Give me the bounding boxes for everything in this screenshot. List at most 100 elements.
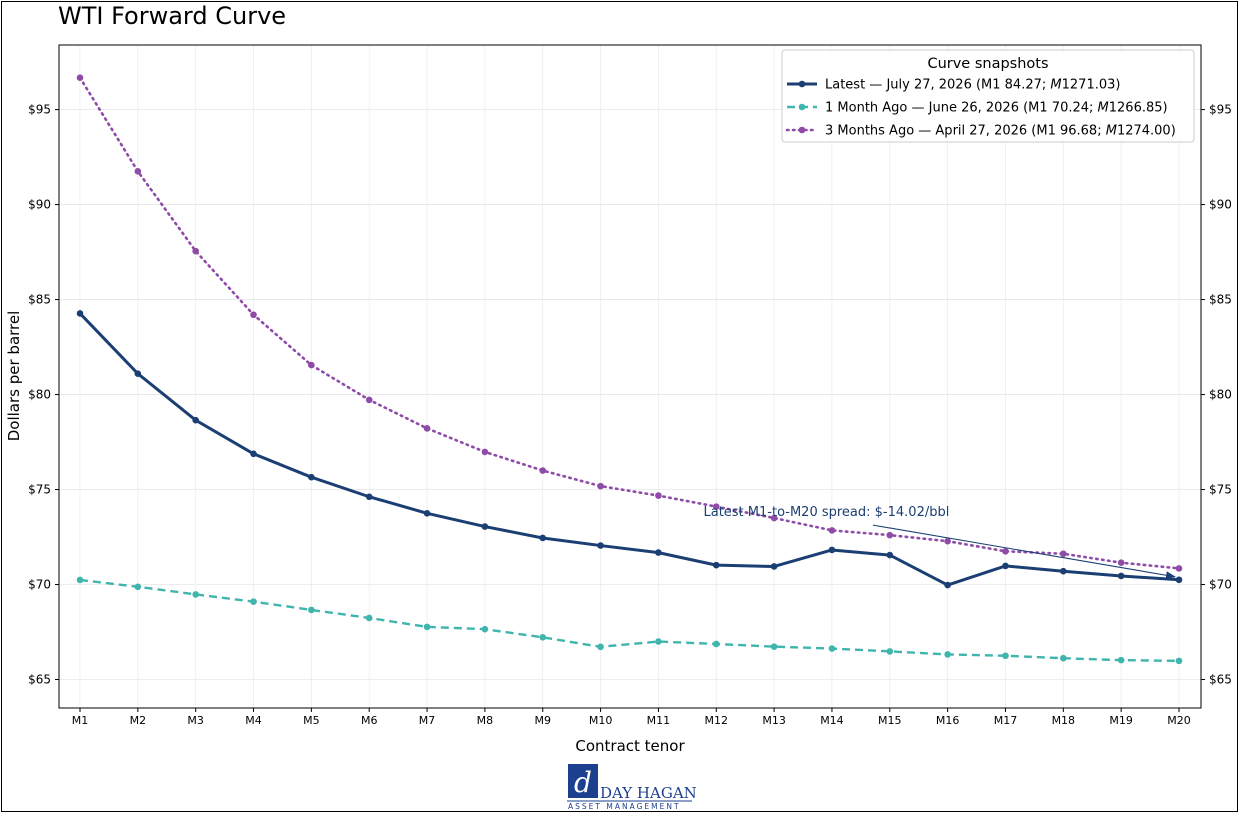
series-point-0 (1175, 576, 1183, 584)
series-layer (76, 74, 1183, 665)
series-point-0 (828, 546, 836, 554)
x-tick-label: M2 (130, 714, 147, 727)
series-point-2 (1117, 559, 1125, 566)
legend-label-part: Latest — July 27, 2026 (M1 84.27; (825, 78, 1050, 93)
y-tick-label-right: $95 (1209, 103, 1232, 117)
legend-label-part: M (1098, 101, 1109, 116)
series-point-1 (423, 623, 431, 631)
series-point-1 (365, 614, 373, 622)
plot-area (58, 44, 1202, 709)
series-point-0 (712, 561, 720, 569)
series-point-0 (655, 549, 662, 556)
legend-label-part: 1266.85) (1109, 101, 1168, 116)
x-tick-label: M18 (1052, 714, 1076, 727)
legend-title: Curve snapshots (927, 56, 1048, 72)
y-tick-label-right: $65 (1209, 673, 1232, 687)
x-tick-label: M17 (994, 714, 1018, 727)
series-line-0 (78, 312, 1180, 587)
series-point-2 (1002, 547, 1009, 555)
legend-label-part: 1271.03) (1062, 78, 1121, 93)
legend-entries: Latest — July 27, 2026 (M1 84.27; M 1271.… (785, 78, 1176, 139)
series-point-2 (423, 425, 431, 432)
series-point-2 (655, 492, 662, 499)
series-point-0 (1117, 572, 1125, 580)
series-point-2 (944, 537, 951, 545)
y-tick-label-left: $85 (28, 293, 51, 307)
x-tick-label: M6 (361, 714, 378, 727)
y-tick-label-left: $70 (28, 578, 51, 592)
logo-line1: DAY HAGAN (600, 784, 697, 802)
series-point-2 (134, 168, 142, 175)
series-point-0 (944, 581, 951, 589)
y-tick-label-left: $80 (28, 388, 51, 402)
x-tick-label: M16 (936, 714, 960, 727)
x-tick-label: M7 (419, 714, 436, 727)
x-tick-label: M20 (1167, 714, 1191, 727)
legend-label-1: 1 Month Ago — June 26, 2026 (M1 70.24; M… (825, 101, 1168, 116)
legend-label-0: Latest — July 27, 2026 (M1 84.27; M1271.… (825, 78, 1120, 93)
y-tick-label-right: $75 (1209, 483, 1232, 497)
series-point-1 (886, 648, 894, 655)
series-point-0 (770, 563, 778, 570)
series-point-2 (76, 74, 84, 81)
series-line-2 (78, 76, 1181, 570)
series-point-0 (76, 310, 84, 317)
logo-line2: ASSET MANAGEMENT (568, 802, 681, 811)
spread-annotation-arrow (872, 524, 1176, 580)
x-axis-label: Contract tenor (575, 737, 685, 755)
series-point-0 (481, 523, 489, 530)
legend-label-part: M (1106, 124, 1117, 139)
x-tick-label: M1 (72, 714, 89, 727)
series-point-0 (597, 542, 604, 549)
x-tick-label: M13 (762, 714, 786, 727)
legend: Curve snapshots Latest — July 27, 2026 (… (781, 49, 1195, 143)
series-point-1 (944, 651, 951, 658)
series-point-1 (1117, 656, 1125, 664)
y-axis-label: Dollars per barrel (5, 311, 23, 442)
series-point-1 (597, 643, 604, 651)
legend-box (781, 49, 1195, 143)
x-tick-label: M10 (589, 714, 613, 727)
series-point-1 (134, 583, 142, 591)
series-point-0 (886, 551, 894, 559)
x-tick-label: M12 (705, 714, 729, 727)
x-tick-label: M14 (820, 714, 844, 727)
series-point-1 (192, 591, 199, 598)
series-point-2 (886, 531, 894, 539)
logo-mark-glyph: d (574, 766, 592, 799)
series-point-2 (365, 396, 373, 404)
x-tick-label: M4 (245, 714, 262, 727)
series-point-2 (828, 527, 836, 534)
legend-swatch-marker-2 (798, 126, 806, 134)
legend-swatch-marker-1 (798, 103, 806, 111)
y-tick-label-left: $90 (28, 198, 51, 212)
y-tick-label-left: $95 (28, 103, 51, 117)
y-tick-label-right: $80 (1209, 388, 1232, 402)
series-point-0 (423, 509, 431, 517)
series-point-1 (1060, 654, 1067, 662)
y-tick-label-right: $85 (1209, 293, 1232, 307)
series-point-0 (1060, 567, 1067, 575)
series-point-1 (1002, 652, 1009, 660)
legend-label-part: 3 Months Ago — April 27, 2026 (M1 96.68; (825, 124, 1106, 139)
series-point-0 (192, 416, 199, 424)
series-point-2 (712, 503, 720, 510)
series-point-2 (250, 311, 257, 319)
x-tick-label: M8 (477, 714, 494, 727)
legend-label-part: 1 Month Ago — June 26, 2026 (M1 70.24; (825, 101, 1098, 116)
series-point-2 (1175, 565, 1183, 572)
series-point-1 (481, 625, 489, 633)
series-point-1 (770, 643, 778, 650)
legend-label-part: 1274.00) (1117, 124, 1176, 139)
ticks-layer: $65 $65 $70 $70 $75 $75 $80 $80 $85 $85 $90 $90 $95 $… (28, 103, 1232, 727)
series-point-2 (192, 247, 199, 255)
series-point-1 (308, 606, 315, 614)
x-tick-label: M5 (303, 714, 320, 727)
series-point-0 (250, 450, 257, 458)
series-point-2 (770, 514, 778, 522)
series-line-1 (79, 578, 1180, 663)
series-point-0 (308, 473, 315, 481)
series-point-1 (828, 645, 836, 652)
x-tick-label: M3 (187, 714, 204, 727)
